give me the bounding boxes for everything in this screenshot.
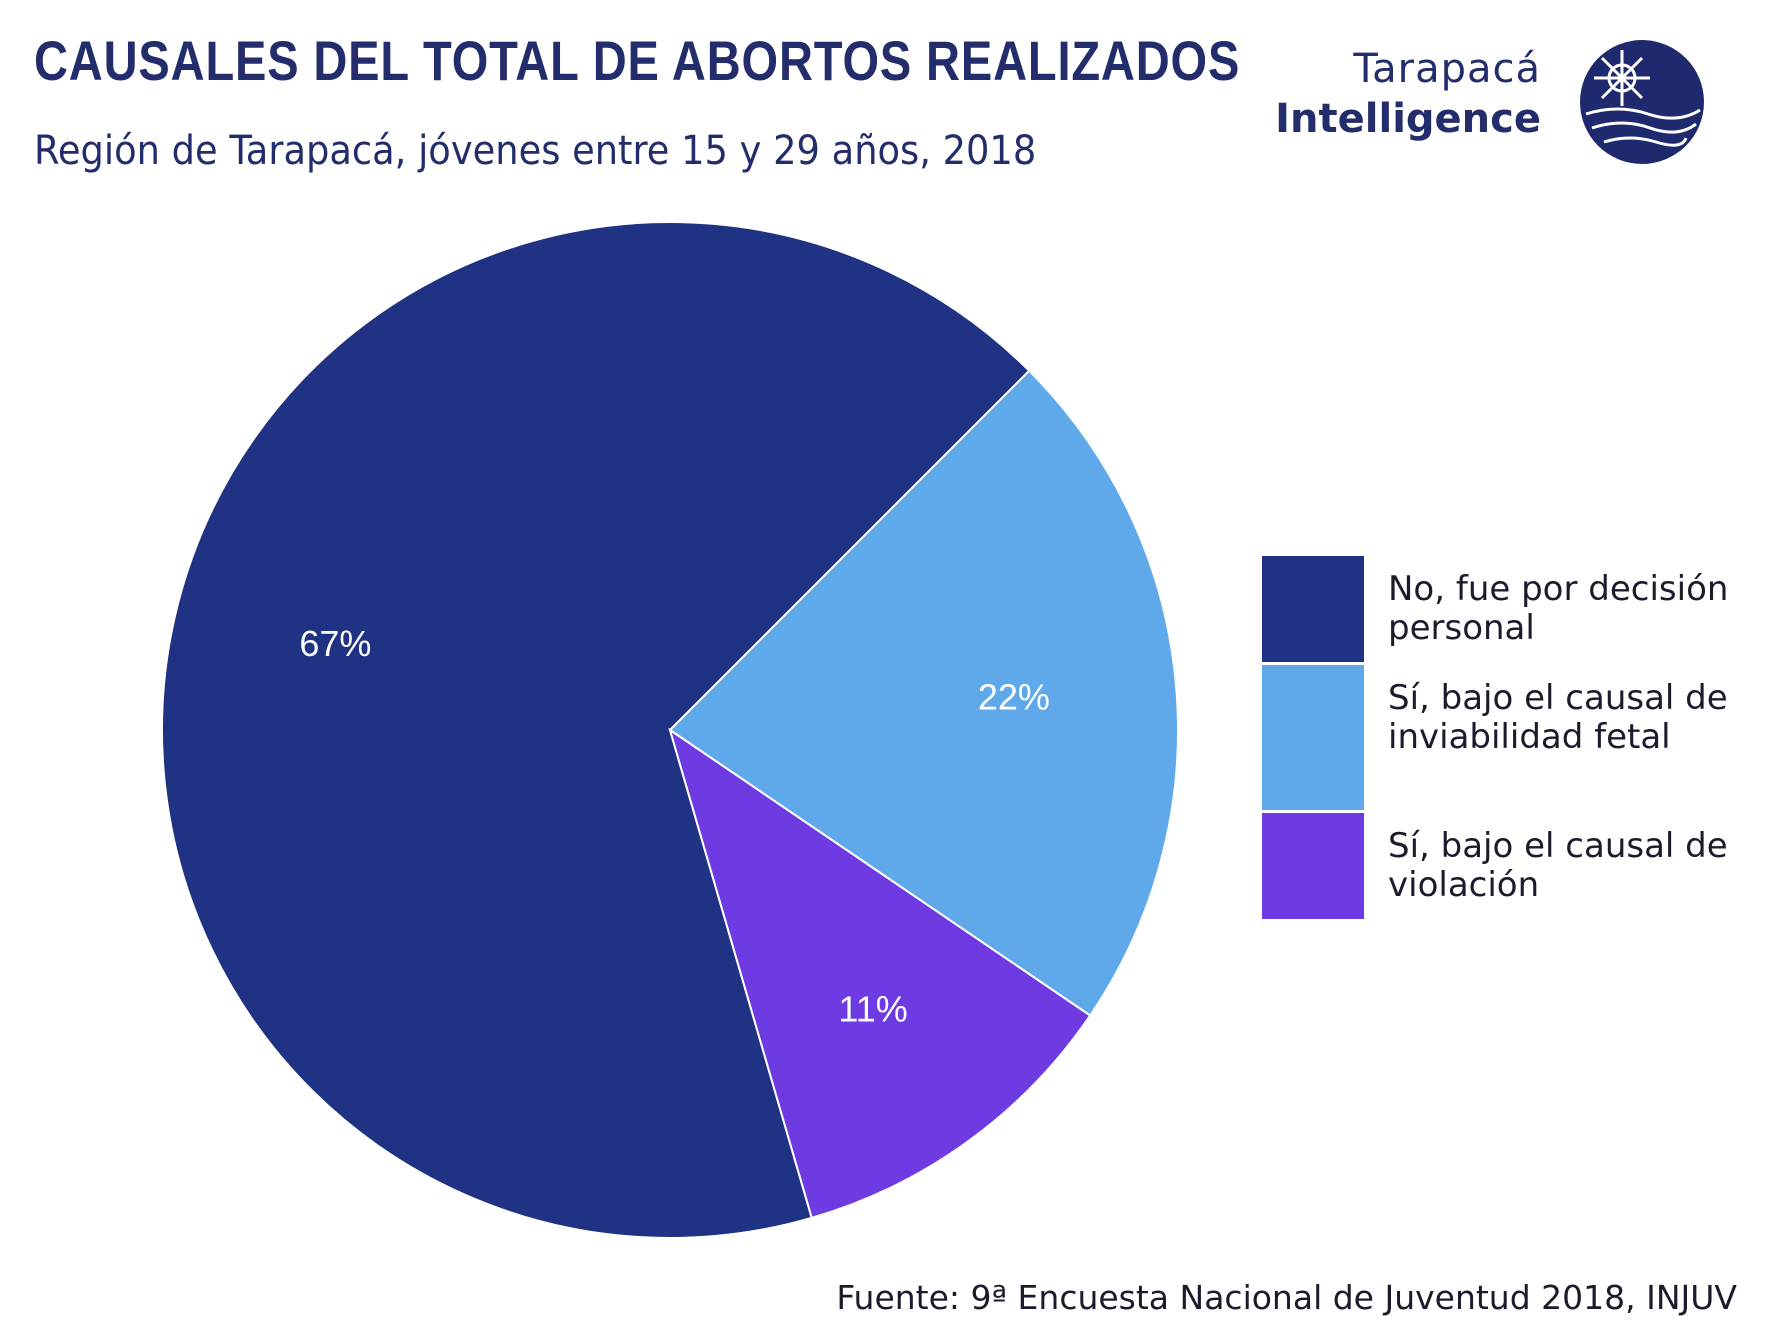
- sun-over-sea-logo-icon: [1580, 40, 1704, 164]
- legend-swatch: [1262, 665, 1364, 813]
- slice-value-label: 22%: [978, 676, 1050, 717]
- source-note: Fuente: 9ª Encuesta Nacional de Juventud…: [836, 1278, 1737, 1317]
- legend-label: Sí, bajo el causal de inviabilidad fetal: [1388, 678, 1728, 757]
- pie-slice: [668, 369, 1179, 1017]
- chart-subtitle: Región de Tarapacá, jóvenes entre 15 y 2…: [34, 128, 1037, 174]
- legend-label: Sí, bajo el causal de violación: [1388, 826, 1728, 905]
- pie-slice: [668, 727, 1092, 1220]
- legend-swatch: [1262, 813, 1364, 922]
- slice-value-label: 11%: [838, 988, 907, 1029]
- chart-title: CAUSALES DEL TOTAL DE ABORTOS REALIZADOS: [34, 29, 1241, 92]
- slice-value-label: 67%: [299, 623, 371, 664]
- pie-slice: [161, 221, 1031, 1239]
- legend-label: No, fue por decisión personal: [1388, 569, 1729, 648]
- brand-name-line1: Tarapacá: [1353, 46, 1541, 92]
- legend-swatch: [1262, 556, 1364, 665]
- brand-wordmark: Tarapacá Intelligence: [1275, 44, 1541, 144]
- brand-name-line2: Intelligence: [1275, 96, 1541, 142]
